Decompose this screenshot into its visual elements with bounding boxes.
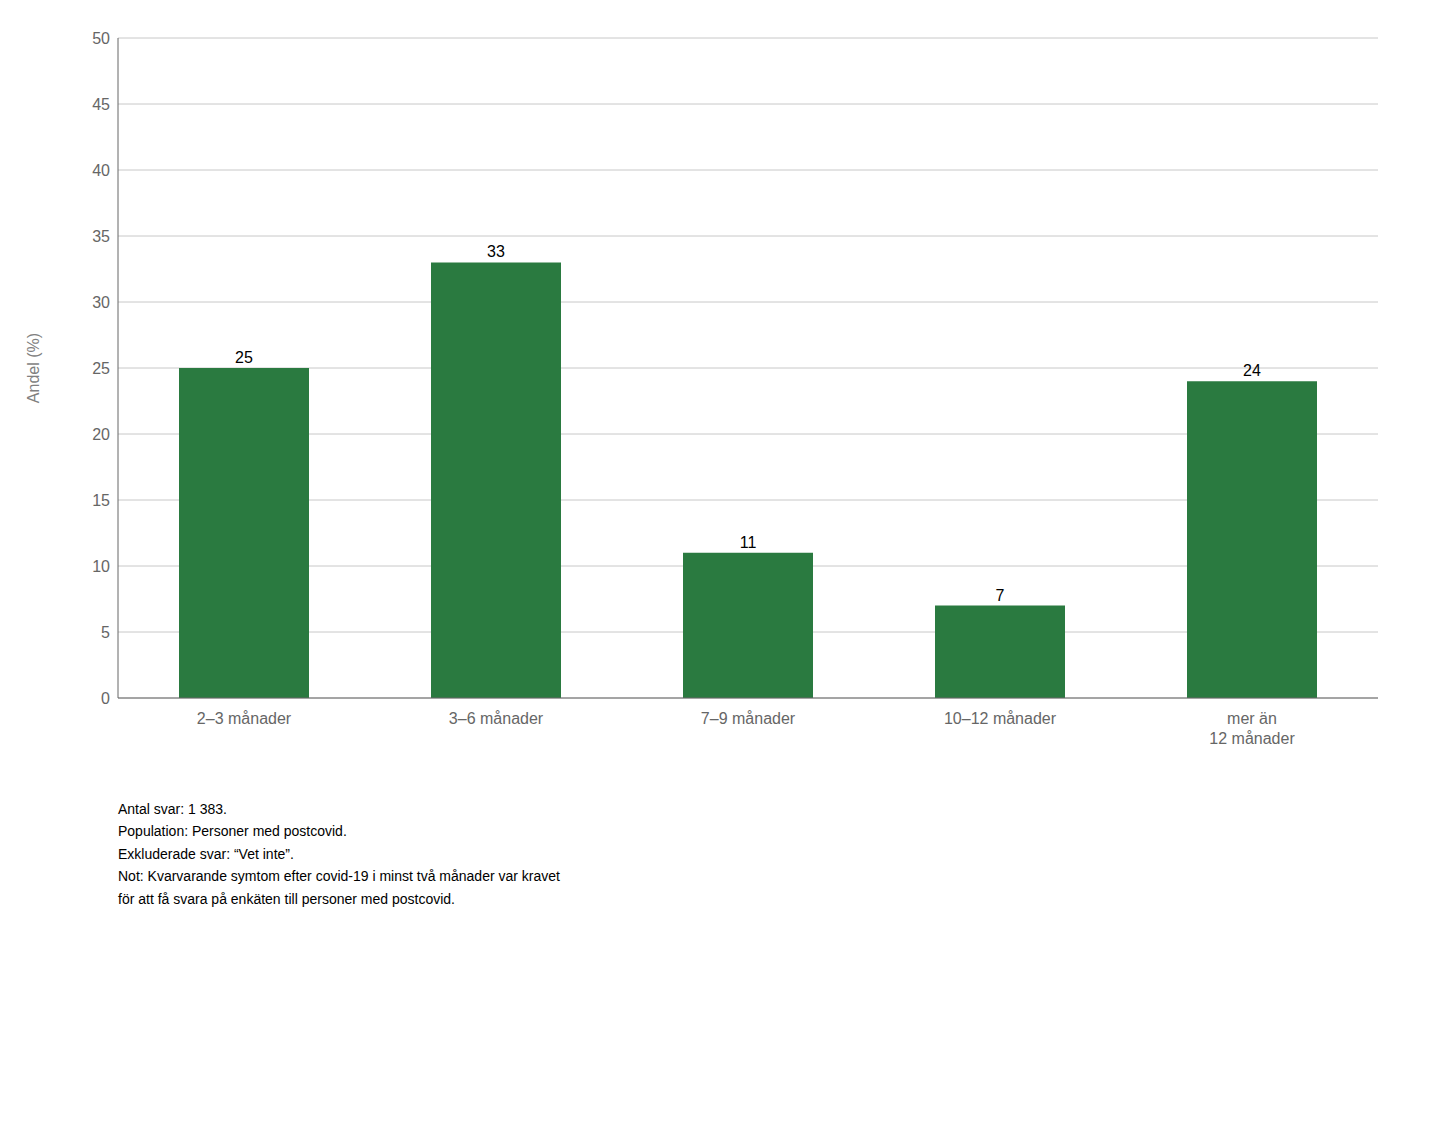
svg-text:5: 5 — [101, 624, 110, 641]
svg-text:15: 15 — [92, 492, 110, 509]
html-text:Exkluderade svar: “Vet inte”.: Exkluderade svar: “Vet inte”. — [118, 845, 294, 862]
svg-text:7–9 månader: 7–9 månader — [701, 710, 796, 727]
html-text:för att få svara på enkäten ti: för att få svara på enkäten till persone… — [118, 890, 455, 907]
svg-text:35: 35 — [92, 228, 110, 245]
svg-text:10–12 månader: 10–12 månader — [944, 710, 1057, 727]
svg-text:33: 33 — [487, 243, 505, 260]
svg-text:0: 0 — [101, 690, 110, 707]
svg-text:24: 24 — [1243, 362, 1261, 379]
svg-text:3–6 månader: 3–6 månader — [449, 710, 544, 727]
svg-text:20: 20 — [92, 426, 110, 443]
svg-text:45: 45 — [92, 96, 110, 113]
svg-text:25: 25 — [235, 349, 253, 366]
html-text:Population: Personer med postc: Population: Personer med postcovid. — [118, 823, 347, 840]
svg-text:30: 30 — [92, 294, 110, 311]
svg-text:mer än12 månader: mer än12 månader — [1209, 710, 1295, 747]
svg-text:25: 25 — [92, 360, 110, 377]
svg-text:10: 10 — [92, 558, 110, 575]
svg-text:11: 11 — [740, 534, 757, 551]
html-text:Antal svar: 1 383.: Antal svar: 1 383. — [118, 801, 227, 817]
svg-text:40: 40 — [92, 162, 110, 179]
html-text:Not: Kvarvarande symtom efter: Not: Kvarvarande symtom efter covid-19 i… — [118, 868, 560, 885]
svg-text:2–3 månader: 2–3 månader — [197, 710, 292, 727]
svg-text:50: 50 — [92, 30, 110, 47]
svg-text:7: 7 — [996, 587, 1005, 604]
svg-text:Andel (%): Andel (%) — [25, 333, 42, 403]
